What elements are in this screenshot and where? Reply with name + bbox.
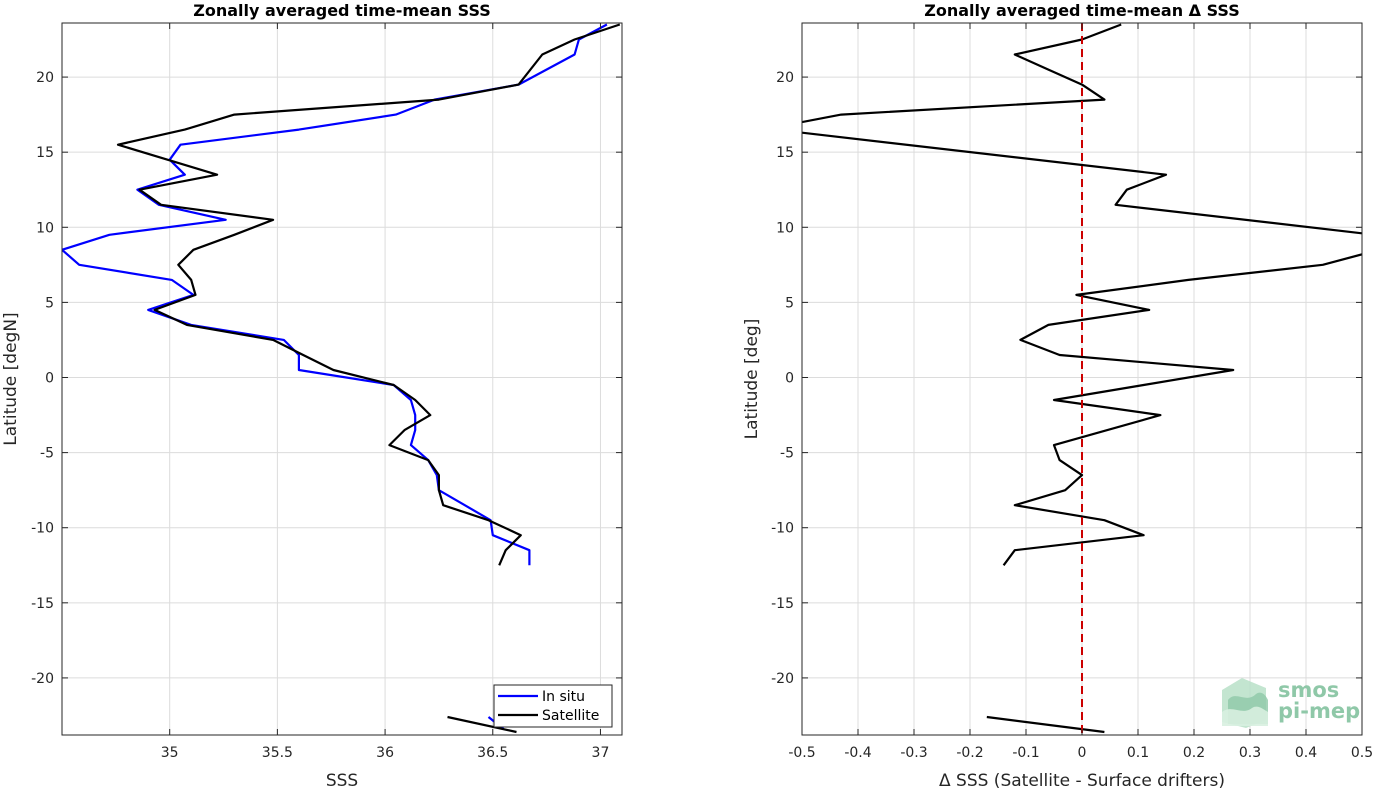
y-tick-label: -15 [31, 596, 54, 612]
x-tick-label: 0.3 [1239, 745, 1261, 761]
x-tick-label: 35 [161, 745, 179, 761]
left-chart-sss: Zonally averaged time-mean SSS 35 35.5 36 3… [1, 1, 623, 790]
y-tick-label: 5 [785, 295, 794, 311]
x-tick-label: 0 [1078, 745, 1087, 761]
y-tick-label: 10 [36, 220, 54, 236]
logo-text-pi-mep: pi-mep [1278, 699, 1360, 723]
y-tick-label: 15 [36, 145, 54, 161]
right-chart-series [802, 23, 1362, 735]
right-chart-title: Zonally averaged time-mean Δ SSS [924, 1, 1240, 20]
logo-wave-icon [1222, 678, 1268, 728]
series-group [62, 23, 621, 734]
legend-box [493, 684, 613, 728]
y-tick-label: -20 [31, 671, 54, 687]
y-tick-label: 10 [776, 220, 794, 236]
y-tick-label: 20 [36, 70, 54, 86]
satellite-series-line [447, 715, 517, 734]
right-chart-ylabel: Latitude [deg] [742, 319, 762, 440]
y-tick-label: 0 [785, 370, 794, 386]
y-tick-label: -10 [31, 521, 54, 537]
logo-text-smos: smos [1278, 678, 1339, 702]
smos-pi-mep-logo: smos pi-mep [1222, 678, 1360, 728]
y-tick-label: 20 [776, 70, 794, 86]
left-chart-frame [61, 22, 623, 736]
left-chart-grid [62, 23, 622, 735]
x-tick-label: 0.4 [1295, 745, 1317, 761]
x-tick-label: 0.2 [1183, 745, 1205, 761]
y-tick-label: 5 [45, 295, 54, 311]
left-chart-ticks: 35 35.5 36 36.5 37 -20 -15 -10 -5 0 5 10 15 20 [31, 23, 622, 761]
delta-sss-series-line [802, 23, 1122, 124]
right-chart-delta-sss: Zonally averaged time-mean Δ SSS -0.5 -0.… [742, 1, 1373, 790]
x-tick-label: 36 [376, 745, 394, 761]
in-situ-series-line [62, 23, 608, 566]
y-tick-label: -10 [771, 521, 794, 537]
x-tick-label: 0.5 [1351, 745, 1373, 761]
x-tick-label: -0.5 [788, 745, 815, 761]
delta-sss-series-line [986, 715, 1105, 734]
y-tick-label: -20 [771, 671, 794, 687]
legend-label-satellite: Satellite [542, 708, 599, 724]
right-chart-ticks: -0.5 -0.4 -0.3 -0.2 -0.1 0 0.1 0.2 0.3 0.4 0.5 -20 -… [771, 23, 1373, 761]
y-tick-label: -15 [771, 596, 794, 612]
y-tick-label: 15 [776, 145, 794, 161]
delta-sss-series-line [1002, 253, 1362, 566]
left-chart-title: Zonally averaged time-mean SSS [193, 1, 491, 20]
x-tick-label: 0.1 [1127, 745, 1149, 761]
satellite-series-line [116, 23, 621, 566]
x-tick-label: -0.2 [956, 745, 983, 761]
left-chart-xlabel: SSS [326, 771, 358, 790]
legend: In situ Satellite [493, 684, 613, 728]
x-tick-label: -0.3 [900, 745, 927, 761]
x-tick-label: -0.1 [1012, 745, 1039, 761]
left-chart-series [62, 23, 621, 734]
right-chart-xlabel: Δ SSS (Satellite - Surface drifters) [939, 771, 1225, 790]
x-tick-label: 36.5 [477, 745, 508, 761]
x-tick-label: 35.5 [262, 745, 293, 761]
left-chart-ylabel: Latitude [degN] [1, 312, 21, 445]
delta-sss-series-line [802, 131, 1362, 235]
y-tick-label: -5 [40, 446, 54, 462]
y-tick-label: 0 [45, 370, 54, 386]
x-tick-label: 37 [592, 745, 610, 761]
x-tick-label: -0.4 [844, 745, 871, 761]
series-group [802, 23, 1362, 735]
legend-label-in-situ: In situ [542, 689, 585, 705]
y-tick-label: -5 [780, 446, 794, 462]
